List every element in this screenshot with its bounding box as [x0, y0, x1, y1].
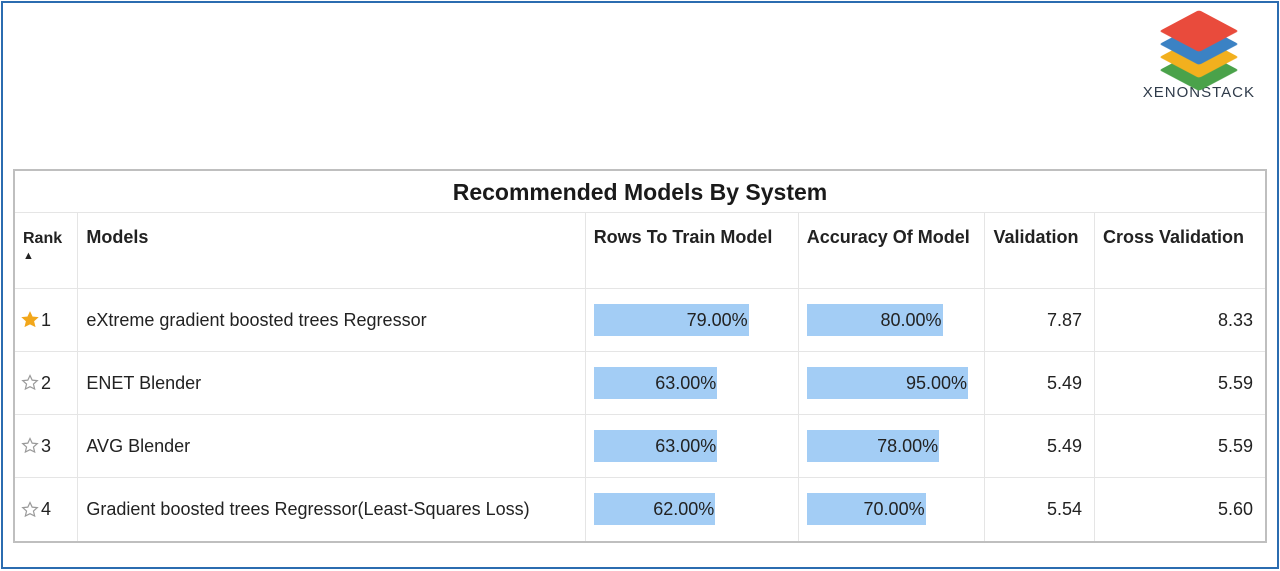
col-header-models[interactable]: Models: [78, 213, 585, 289]
rank-cell: 4: [15, 478, 78, 541]
star-icon[interactable]: [21, 498, 41, 518]
panel-title: Recommended Models By System: [15, 171, 1265, 213]
cross-validation-cell: 8.33: [1095, 289, 1266, 352]
train-cell: 79.00%: [585, 289, 798, 352]
accuracy-cell: 95.00%: [798, 352, 985, 415]
validation-cell: 7.87: [985, 289, 1095, 352]
col-header-validation[interactable]: Validation: [985, 213, 1095, 289]
rank-number: 4: [41, 499, 51, 519]
rank-cell: 2: [15, 352, 78, 415]
col-header-rank[interactable]: Rank ▲: [15, 213, 78, 289]
validation-cell: 5.54: [985, 478, 1095, 541]
train-cell-bar-label: 62.00%: [653, 493, 714, 525]
accuracy-cell-bar: 95.00%: [807, 367, 977, 399]
train-cell-bar: 62.00%: [594, 493, 790, 525]
train-cell-bar: 63.00%: [594, 430, 790, 462]
accuracy-cell-bar-label: 78.00%: [877, 430, 938, 462]
train-cell-bar-label: 79.00%: [687, 304, 748, 336]
validation-cell: 5.49: [985, 352, 1095, 415]
cross-validation-cell: 5.59: [1095, 415, 1266, 478]
model-name-cell: Gradient boosted trees Regressor(Least-S…: [78, 478, 585, 541]
rank-number: 3: [41, 436, 51, 456]
rank-number: 1: [41, 310, 51, 330]
model-name: AVG Blender: [86, 436, 190, 456]
star-icon[interactable]: [21, 309, 41, 329]
rank-cell: 3: [15, 415, 78, 478]
cross-validation-cell: 5.60: [1095, 478, 1266, 541]
validation-cell: 5.49: [985, 415, 1095, 478]
train-cell: 62.00%: [585, 478, 798, 541]
accuracy-cell-bar: 78.00%: [807, 430, 977, 462]
model-name-cell: eXtreme gradient boosted trees Regressor: [78, 289, 585, 352]
accuracy-cell: 80.00%: [798, 289, 985, 352]
table-row[interactable]: 2 ENET Blender 63.00% 95.00% 5.495.59: [15, 352, 1265, 415]
model-name: ENET Blender: [86, 373, 201, 393]
train-cell: 63.00%: [585, 352, 798, 415]
sort-asc-icon: ▲: [23, 250, 69, 262]
col-header-rank-label: Rank: [23, 230, 62, 247]
accuracy-cell-bar-label: 95.00%: [906, 367, 967, 399]
model-name: Gradient boosted trees Regressor(Least-S…: [86, 499, 529, 519]
brand-logo: [1163, 13, 1235, 75]
model-name-cell: AVG Blender: [78, 415, 585, 478]
app-frame: XENONSTACK Recommended Models By System …: [1, 1, 1279, 569]
train-cell-bar-label: 63.00%: [655, 367, 716, 399]
accuracy-cell-bar-label: 70.00%: [864, 493, 925, 525]
table-row[interactable]: 1 eXtreme gradient boosted trees Regresso…: [15, 289, 1265, 352]
train-cell: 63.00%: [585, 415, 798, 478]
train-cell-bar: 79.00%: [594, 304, 790, 336]
accuracy-cell-bar: 70.00%: [807, 493, 977, 525]
star-icon[interactable]: [21, 372, 41, 392]
train-cell-bar-label: 63.00%: [655, 430, 716, 462]
accuracy-cell-bar-label: 80.00%: [881, 304, 942, 336]
table-header-row: Rank ▲ Models Rows To Train Model Accura…: [15, 213, 1265, 289]
table-row[interactable]: 4 Gradient boosted trees Regressor(Least-…: [15, 478, 1265, 541]
table-row[interactable]: 3 AVG Blender 63.00% 78.00% 5.495.59: [15, 415, 1265, 478]
model-name: eXtreme gradient boosted trees Regressor: [86, 310, 426, 330]
recommended-models-panel: Recommended Models By System Rank ▲ Mode…: [13, 169, 1267, 543]
accuracy-cell-bar: 80.00%: [807, 304, 977, 336]
accuracy-cell: 70.00%: [798, 478, 985, 541]
rank-cell: 1: [15, 289, 78, 352]
rank-number: 2: [41, 373, 51, 393]
col-header-cross-validation[interactable]: Cross Validation: [1095, 213, 1266, 289]
col-header-train[interactable]: Rows To Train Model: [585, 213, 798, 289]
col-header-accuracy[interactable]: Accuracy Of Model: [798, 213, 985, 289]
cross-validation-cell: 5.59: [1095, 352, 1266, 415]
accuracy-cell: 78.00%: [798, 415, 985, 478]
brand-block: XENONSTACK: [1143, 13, 1255, 101]
models-table: Rank ▲ Models Rows To Train Model Accura…: [15, 213, 1265, 541]
star-icon[interactable]: [21, 435, 41, 455]
train-cell-bar: 63.00%: [594, 367, 790, 399]
model-name-cell: ENET Blender: [78, 352, 585, 415]
